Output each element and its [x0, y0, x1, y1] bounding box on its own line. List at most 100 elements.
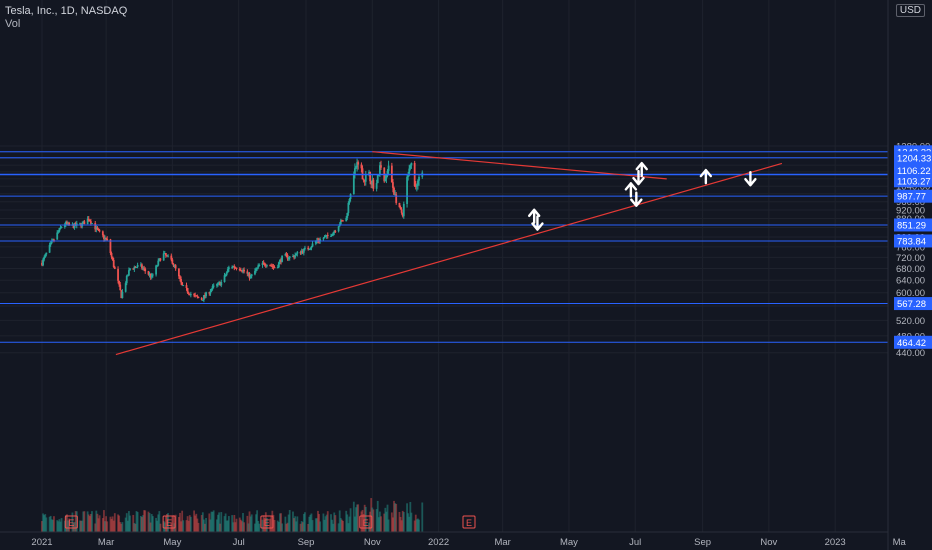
candle-body — [238, 269, 241, 271]
volume-bar — [195, 513, 198, 532]
volume-bar — [407, 513, 410, 532]
volume-bar — [103, 510, 105, 532]
volume-bar — [43, 515, 46, 532]
currency-button[interactable]: USD — [895, 4, 925, 17]
candle-body — [91, 223, 93, 225]
volume-bar — [355, 507, 357, 532]
candle-body — [346, 213, 349, 218]
candle-body — [95, 227, 98, 230]
candle-body — [196, 295, 199, 297]
volume-bar — [276, 520, 279, 532]
candle-body — [410, 162, 413, 166]
volume-bar — [185, 520, 188, 532]
candle-body — [369, 171, 372, 182]
candle-body — [219, 282, 222, 286]
candle-body — [360, 164, 363, 169]
volume-bar — [356, 504, 358, 532]
volume-bar — [59, 521, 62, 532]
level-label-bg — [894, 297, 932, 311]
volume-bar — [254, 523, 256, 532]
candle-body — [193, 294, 196, 296]
volume-bar — [117, 514, 119, 532]
volume-bar — [189, 516, 192, 532]
candle-body — [284, 254, 287, 256]
volume-bar — [212, 510, 215, 532]
candle-body — [118, 280, 121, 285]
x-tick-label: Jul — [629, 537, 641, 548]
candle-body — [331, 235, 333, 237]
volume-bar — [231, 515, 234, 532]
candle-body — [300, 250, 303, 254]
volume-bar — [385, 511, 388, 532]
volume-bar — [49, 515, 52, 532]
volume-bar — [163, 522, 166, 532]
candle-body — [49, 242, 52, 245]
candle-body — [125, 275, 128, 284]
volume-bar — [234, 522, 237, 532]
volume-bar — [284, 516, 287, 532]
candle-body — [53, 239, 55, 241]
volume-bar — [239, 519, 242, 532]
candle-body — [139, 264, 142, 266]
volume-bar — [44, 514, 47, 532]
candle-body — [250, 274, 253, 277]
level-label: 567.28 — [897, 299, 926, 310]
volume-bar — [53, 516, 55, 532]
arrow-shape — [531, 215, 544, 231]
candle-body — [162, 253, 165, 261]
candle-body — [211, 286, 214, 290]
volume-bar — [332, 523, 335, 532]
volume-bar — [86, 511, 89, 532]
volume-bar — [311, 520, 314, 532]
candle-body — [307, 247, 310, 250]
candle-body — [241, 270, 243, 272]
volume-bar — [264, 512, 267, 532]
volume-bar — [223, 516, 226, 532]
volume-bar — [216, 519, 218, 532]
volume-bar — [410, 512, 413, 532]
candle-body — [105, 237, 108, 239]
volume-bar — [135, 511, 138, 532]
volume-bar — [319, 521, 322, 532]
candle-body — [409, 165, 412, 169]
volume-bar — [409, 501, 412, 532]
candle-body — [372, 179, 375, 189]
volume-bar — [151, 516, 154, 532]
volume-bar — [248, 511, 251, 532]
volume-bar — [255, 514, 257, 532]
candle-body — [201, 299, 204, 301]
volume-bar — [75, 511, 78, 532]
volume-bar — [128, 511, 130, 532]
candle-body — [88, 220, 91, 222]
level-label-bg — [894, 218, 932, 232]
volume-bar — [337, 523, 340, 532]
candle-body — [299, 251, 302, 254]
volume-bar — [51, 519, 54, 532]
level-label: 851.29 — [897, 220, 926, 231]
candle-body — [304, 247, 306, 249]
volume-bar — [129, 515, 131, 532]
x-tick-label: 2021 — [31, 537, 52, 548]
volume-bar — [121, 522, 124, 532]
candle-body — [257, 265, 260, 268]
volume-bar — [286, 522, 289, 532]
volume-bar — [162, 521, 165, 532]
volume-bars — [41, 498, 424, 532]
candle-body — [57, 231, 60, 233]
volume-bar — [109, 516, 112, 532]
candle-body — [264, 265, 267, 267]
candle-body — [363, 179, 366, 182]
trendlines — [115, 151, 783, 356]
volume-bar — [279, 513, 281, 532]
volume-bar — [126, 520, 129, 532]
candle-body — [262, 262, 265, 264]
volume-bar — [308, 516, 311, 532]
candle-body — [355, 167, 357, 169]
candle-body — [87, 218, 90, 221]
candle-body — [227, 267, 230, 270]
volume-bar — [164, 515, 167, 532]
candle-body — [182, 285, 185, 287]
arrow-up-icon — [699, 168, 713, 185]
volume-bar — [402, 512, 405, 532]
